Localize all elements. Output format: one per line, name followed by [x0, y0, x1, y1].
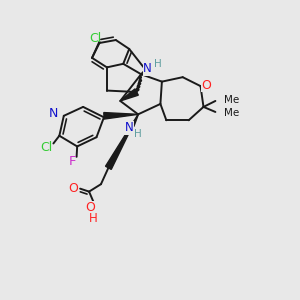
Text: Cl: Cl [40, 141, 52, 154]
Text: O: O [68, 182, 78, 195]
Text: H: H [134, 129, 141, 139]
Text: Me: Me [224, 108, 240, 118]
Polygon shape [104, 112, 138, 119]
Text: N: N [49, 107, 58, 120]
Polygon shape [120, 89, 138, 101]
Text: O: O [85, 202, 95, 214]
Text: F: F [69, 155, 76, 168]
Text: O: O [202, 79, 212, 92]
Text: Me: Me [224, 95, 240, 105]
Text: H: H [154, 59, 162, 69]
Text: N: N [125, 121, 134, 134]
Text: H: H [89, 212, 98, 226]
Text: Cl: Cl [89, 32, 101, 45]
Polygon shape [106, 114, 138, 169]
Text: N: N [143, 62, 152, 75]
